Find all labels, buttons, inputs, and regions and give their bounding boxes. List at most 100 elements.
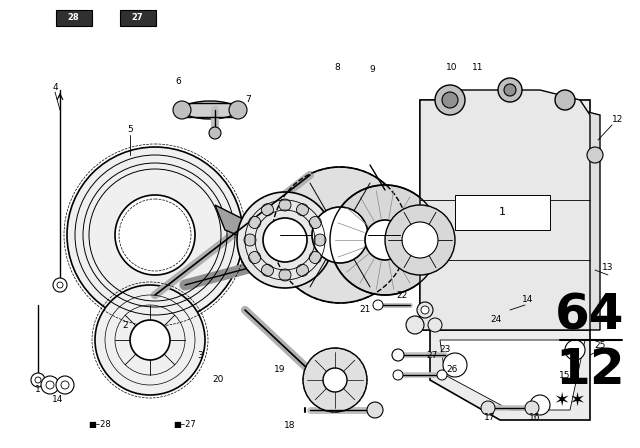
Circle shape (209, 127, 221, 139)
FancyBboxPatch shape (120, 10, 156, 26)
Text: ✶✶: ✶✶ (554, 391, 586, 409)
Circle shape (244, 234, 256, 246)
Text: 20: 20 (212, 375, 224, 384)
Text: 18: 18 (284, 421, 296, 430)
Text: 16: 16 (529, 414, 541, 422)
Circle shape (365, 220, 405, 260)
Circle shape (555, 90, 575, 110)
Text: 5: 5 (127, 125, 133, 134)
Circle shape (525, 401, 539, 415)
Circle shape (53, 278, 67, 292)
Circle shape (61, 381, 69, 389)
Circle shape (130, 320, 170, 360)
Text: 27: 27 (132, 13, 143, 22)
Text: 14: 14 (522, 296, 534, 305)
Circle shape (41, 376, 59, 394)
Circle shape (587, 147, 603, 163)
Polygon shape (540, 100, 600, 330)
Text: 64: 64 (556, 291, 625, 339)
Circle shape (309, 216, 321, 228)
Text: 25: 25 (595, 340, 605, 349)
Circle shape (498, 78, 522, 102)
Circle shape (115, 195, 195, 275)
Bar (455, 195, 550, 230)
Circle shape (95, 285, 205, 395)
Circle shape (173, 101, 191, 119)
Text: 28: 28 (68, 13, 79, 22)
Circle shape (385, 205, 455, 275)
Circle shape (504, 84, 516, 96)
Circle shape (279, 199, 291, 211)
Circle shape (393, 370, 403, 380)
Circle shape (57, 282, 63, 288)
Circle shape (249, 216, 260, 228)
Circle shape (309, 251, 321, 263)
Circle shape (31, 373, 45, 387)
Text: 14: 14 (52, 396, 64, 405)
Circle shape (35, 377, 41, 383)
Text: ■–28: ■–28 (88, 421, 111, 430)
Circle shape (565, 340, 585, 360)
Text: 9: 9 (369, 65, 375, 74)
Circle shape (421, 306, 429, 314)
Circle shape (272, 167, 408, 303)
Circle shape (312, 207, 368, 263)
Circle shape (330, 185, 440, 295)
Circle shape (229, 101, 247, 119)
Circle shape (481, 401, 495, 415)
Text: 12: 12 (612, 116, 624, 125)
Text: 12: 12 (555, 346, 625, 394)
Circle shape (262, 264, 273, 276)
Text: 7: 7 (245, 95, 251, 104)
Text: 10: 10 (446, 64, 458, 73)
Text: ■–27: ■–27 (173, 421, 196, 430)
Polygon shape (215, 205, 275, 250)
Text: 4: 4 (52, 83, 58, 92)
Text: 13: 13 (602, 263, 614, 272)
Circle shape (417, 302, 433, 318)
Circle shape (279, 269, 291, 281)
Text: 3: 3 (197, 350, 203, 359)
Circle shape (442, 92, 458, 108)
Text: 6: 6 (175, 78, 181, 86)
Circle shape (296, 204, 308, 215)
FancyBboxPatch shape (56, 10, 92, 26)
Text: 24: 24 (490, 315, 502, 324)
Circle shape (443, 353, 467, 377)
Text: 21: 21 (359, 306, 371, 314)
Circle shape (263, 218, 307, 262)
Circle shape (530, 395, 550, 415)
Circle shape (237, 192, 333, 288)
Text: 23: 23 (439, 345, 451, 354)
Text: 26: 26 (446, 366, 458, 375)
Ellipse shape (182, 101, 237, 119)
Circle shape (262, 204, 273, 215)
Circle shape (67, 147, 243, 323)
Polygon shape (430, 330, 590, 420)
Circle shape (249, 251, 260, 263)
Polygon shape (440, 340, 585, 410)
Text: 8: 8 (334, 64, 340, 73)
Circle shape (303, 348, 367, 412)
Circle shape (373, 300, 383, 310)
Text: 11: 11 (472, 64, 484, 73)
Text: 1: 1 (35, 385, 41, 395)
Circle shape (402, 222, 438, 258)
Text: 27: 27 (426, 350, 438, 359)
Text: 1: 1 (499, 207, 506, 217)
Circle shape (314, 234, 326, 246)
Circle shape (435, 85, 465, 115)
Text: 22: 22 (396, 290, 408, 300)
Circle shape (392, 349, 404, 361)
Polygon shape (420, 90, 590, 330)
Circle shape (428, 318, 442, 332)
Circle shape (323, 368, 347, 392)
Circle shape (56, 376, 74, 394)
Circle shape (437, 370, 447, 380)
Text: 19: 19 (275, 366, 285, 375)
Bar (420, 100, 590, 330)
Text: 2: 2 (122, 320, 128, 329)
Circle shape (367, 402, 383, 418)
Text: 17: 17 (484, 414, 496, 422)
Circle shape (46, 381, 54, 389)
